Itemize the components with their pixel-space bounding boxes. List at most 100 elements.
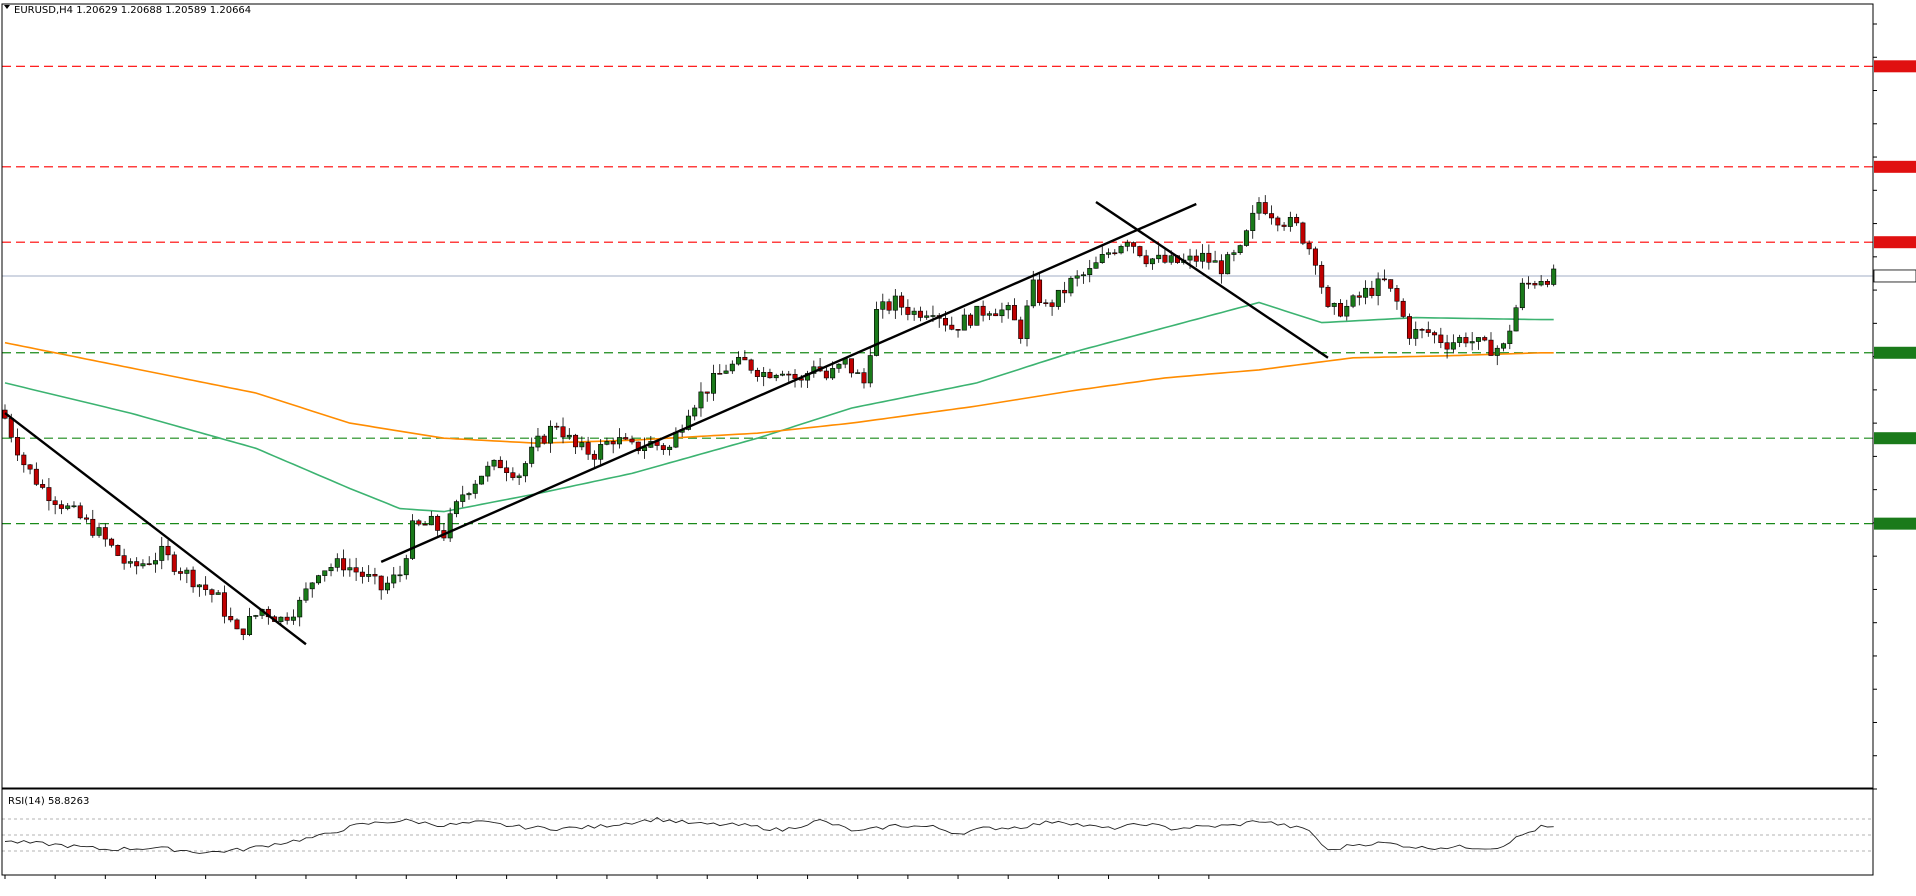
candle-body [1269,213,1275,219]
candle-body [1551,268,1557,285]
candle-body [40,484,46,488]
candle-body [391,574,397,584]
candle-body [58,504,64,509]
candle-body [1394,288,1400,302]
candle-body [1087,268,1093,276]
candle-body [1519,282,1525,309]
candle-body [1538,280,1544,286]
candle-body [924,315,930,318]
candle-body [121,555,127,564]
candle-body [152,560,158,565]
candle-body [1118,246,1124,254]
candle-body [384,582,390,591]
candle-body [284,616,290,621]
candle-body [184,569,190,574]
candle-body [1018,319,1024,339]
candle-body [1005,305,1011,311]
candle-body [585,442,591,455]
candle-body [1200,252,1206,262]
candle-body [1250,212,1256,231]
candle-body [165,545,171,556]
candle-body [949,324,955,330]
level-axis-tag [1874,517,1916,530]
candle-body [1206,252,1212,263]
candle-body [541,435,547,444]
trendline-1 [380,202,1197,563]
candle-body [221,592,227,617]
candle-body [209,589,215,595]
candle-body [1544,280,1550,285]
candle-body [1469,341,1475,344]
candle-body [1425,329,1431,333]
candle-body [159,545,165,561]
candle-body [629,438,635,443]
candle-body [1526,282,1532,285]
candle-body [146,563,152,565]
candle-body [761,372,767,377]
candle-body [278,616,284,622]
level-axis-tag [1874,160,1916,173]
candle-body [27,464,33,470]
candle-body [203,584,209,590]
candle-body [1074,275,1080,279]
candle-body [591,453,597,460]
candle-body [466,493,472,496]
candle-body [1475,337,1481,342]
candle-body [848,358,854,374]
candle-body [874,309,880,356]
candle-body [516,475,522,478]
candle-body [479,475,485,485]
candle-body [309,582,315,590]
candle-body [547,425,553,444]
candle-body [792,373,798,379]
candle-body [1444,342,1450,350]
candle-body [635,441,641,452]
candle-body [1287,217,1293,227]
candle-body [905,306,911,315]
candle-body [1507,330,1513,344]
candle-body [723,370,729,374]
candle-body [861,372,867,384]
candle-body [1162,254,1168,263]
candle-body [968,314,974,326]
candle-body [1363,287,1369,298]
candle-body [1294,217,1300,224]
candle-body [353,567,359,573]
candle-body [65,505,71,509]
candle-body [1356,295,1362,298]
candle-body [1312,248,1318,266]
candle-body [711,372,717,394]
candle-body [610,441,616,445]
candle-body [616,437,622,445]
rsi-frame [1,787,1874,876]
candle-body [1156,254,1162,260]
candle-body [930,315,936,317]
candle-body [880,301,886,310]
rsi-title: RSI(14) 58.8263 [8,796,89,807]
candle-body [1331,302,1337,307]
collapse-arrow-icon[interactable] [4,5,10,9]
candle-body [974,305,980,326]
candle-body [1381,278,1387,281]
candle-body [748,359,754,371]
candle-body [1237,245,1243,253]
candle-body [1482,337,1488,341]
candle-body [109,538,115,546]
candle-body [1149,258,1155,265]
candle-body [566,434,572,438]
candle-body [1338,302,1344,317]
candle-body [140,563,146,567]
candle-body [115,545,121,556]
candle-body [1037,279,1043,304]
candle-body [1099,254,1105,263]
candle-body [554,425,560,428]
candle-body [623,437,629,440]
candle-body [830,368,836,379]
candle-body [604,441,610,445]
candle-body [253,615,259,617]
candle-body [692,407,698,417]
candle-body [767,372,773,379]
candle-body [1193,255,1199,262]
candle-body [980,305,986,316]
